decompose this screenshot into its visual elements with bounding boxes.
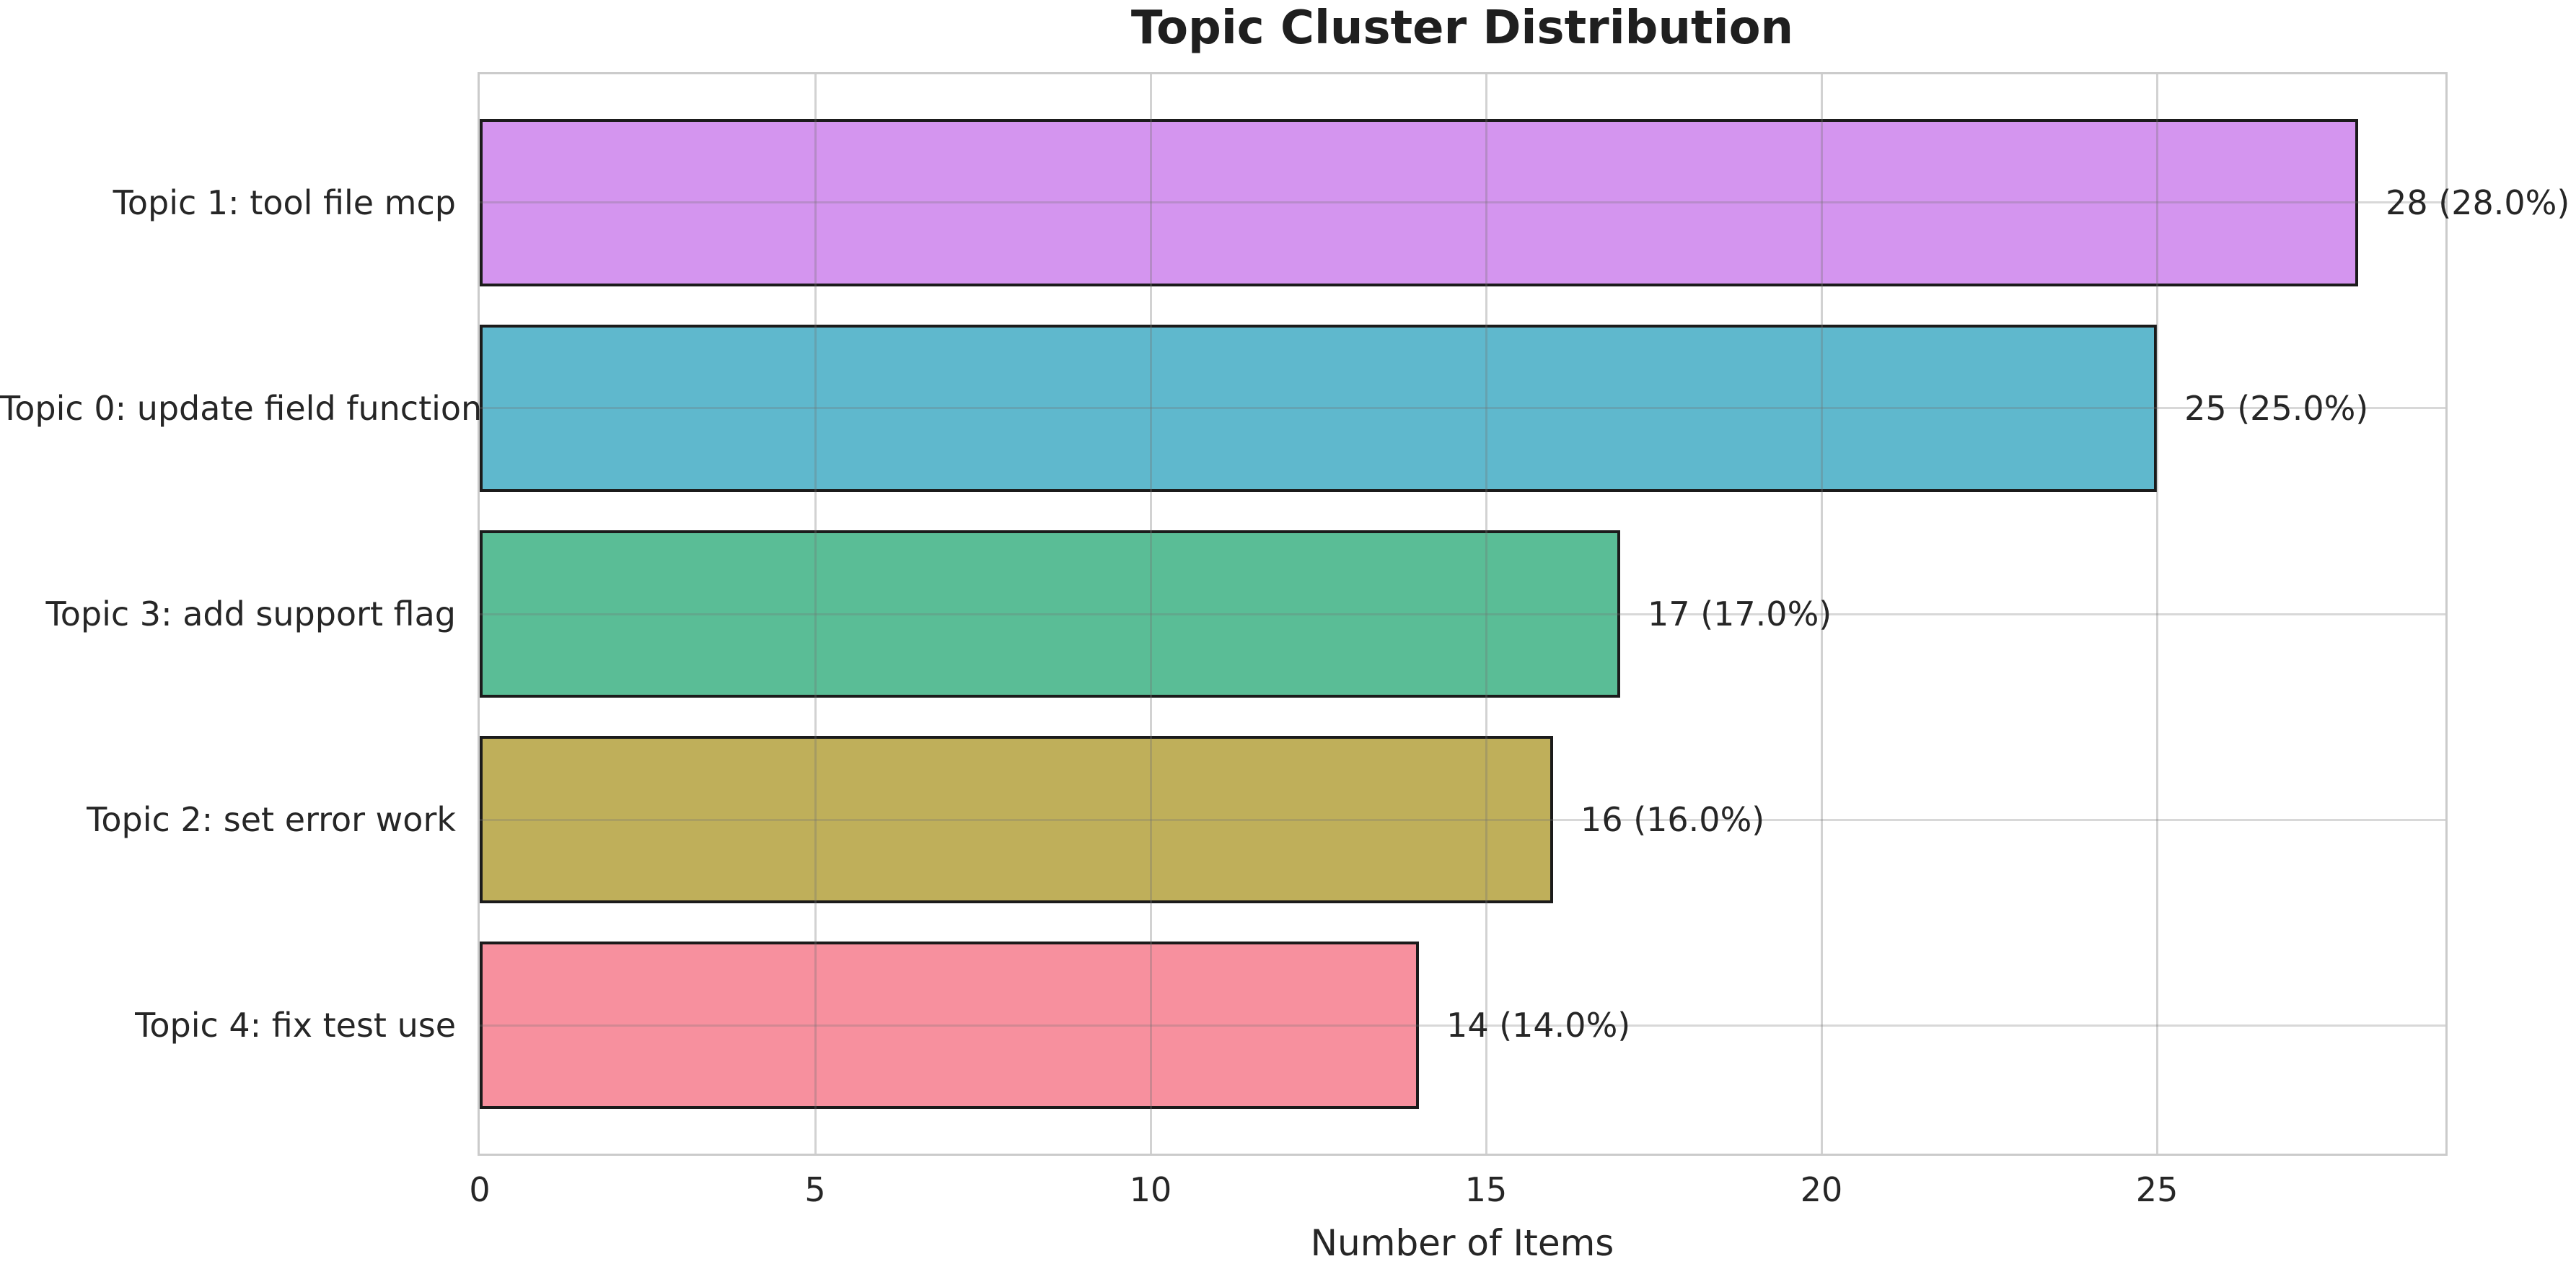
y-gridline-row-2	[480, 613, 2445, 615]
x-tick-label-25: 25	[2135, 1170, 2179, 1209]
y-gridline-row-0	[480, 201, 2445, 204]
bar-row-3	[480, 736, 1554, 904]
x-axis-label: Number of Items	[1310, 1222, 1614, 1264]
category-label-row-2: Topic 3: add support flag	[45, 594, 456, 633]
category-label-row-1: Topic 0: update field function	[0, 388, 483, 428]
category-label-row-0: Topic 1: tool file mcp	[113, 183, 456, 222]
y-gridline-row-3	[480, 818, 2445, 821]
category-label-row-3: Topic 2: set error work	[87, 800, 456, 840]
x-tick-label-5: 5	[804, 1170, 826, 1209]
category-label-row-4: Topic 4: fix test use	[135, 1006, 456, 1045]
x-gridline-25	[2156, 74, 2159, 1154]
bar-value-label-row-0: 28 (28.0%)	[2386, 183, 2570, 222]
bar-row-4	[480, 942, 1420, 1110]
x-tick-label-15: 15	[1464, 1170, 1508, 1209]
x-gridline-20	[1821, 74, 1824, 1154]
y-gridline-row-4	[480, 1024, 2445, 1027]
bar-value-label-row-4: 14 (14.0%)	[1446, 1006, 1631, 1045]
x-tick-label-10: 10	[1129, 1170, 1172, 1209]
x-tick-label-0: 0	[469, 1170, 491, 1209]
bar-row-2	[480, 530, 1621, 698]
x-tick-label-20: 20	[1800, 1170, 1843, 1209]
x-gridline-5	[814, 74, 817, 1154]
bar-value-label-row-1: 25 (25.0%)	[2184, 388, 2369, 428]
plot-area	[478, 72, 2448, 1156]
bar-row-1	[480, 324, 2158, 492]
bar-value-label-row-3: 16 (16.0%)	[1581, 800, 1765, 840]
x-gridline-10	[1150, 74, 1153, 1154]
bar-value-label-row-2: 17 (17.0%)	[1648, 594, 1832, 633]
y-gridline-row-1	[480, 407, 2445, 410]
chart-title: Topic Cluster Distribution	[1130, 1, 1794, 55]
x-gridline-15	[1485, 74, 1488, 1154]
bar-row-0	[480, 118, 2359, 286]
